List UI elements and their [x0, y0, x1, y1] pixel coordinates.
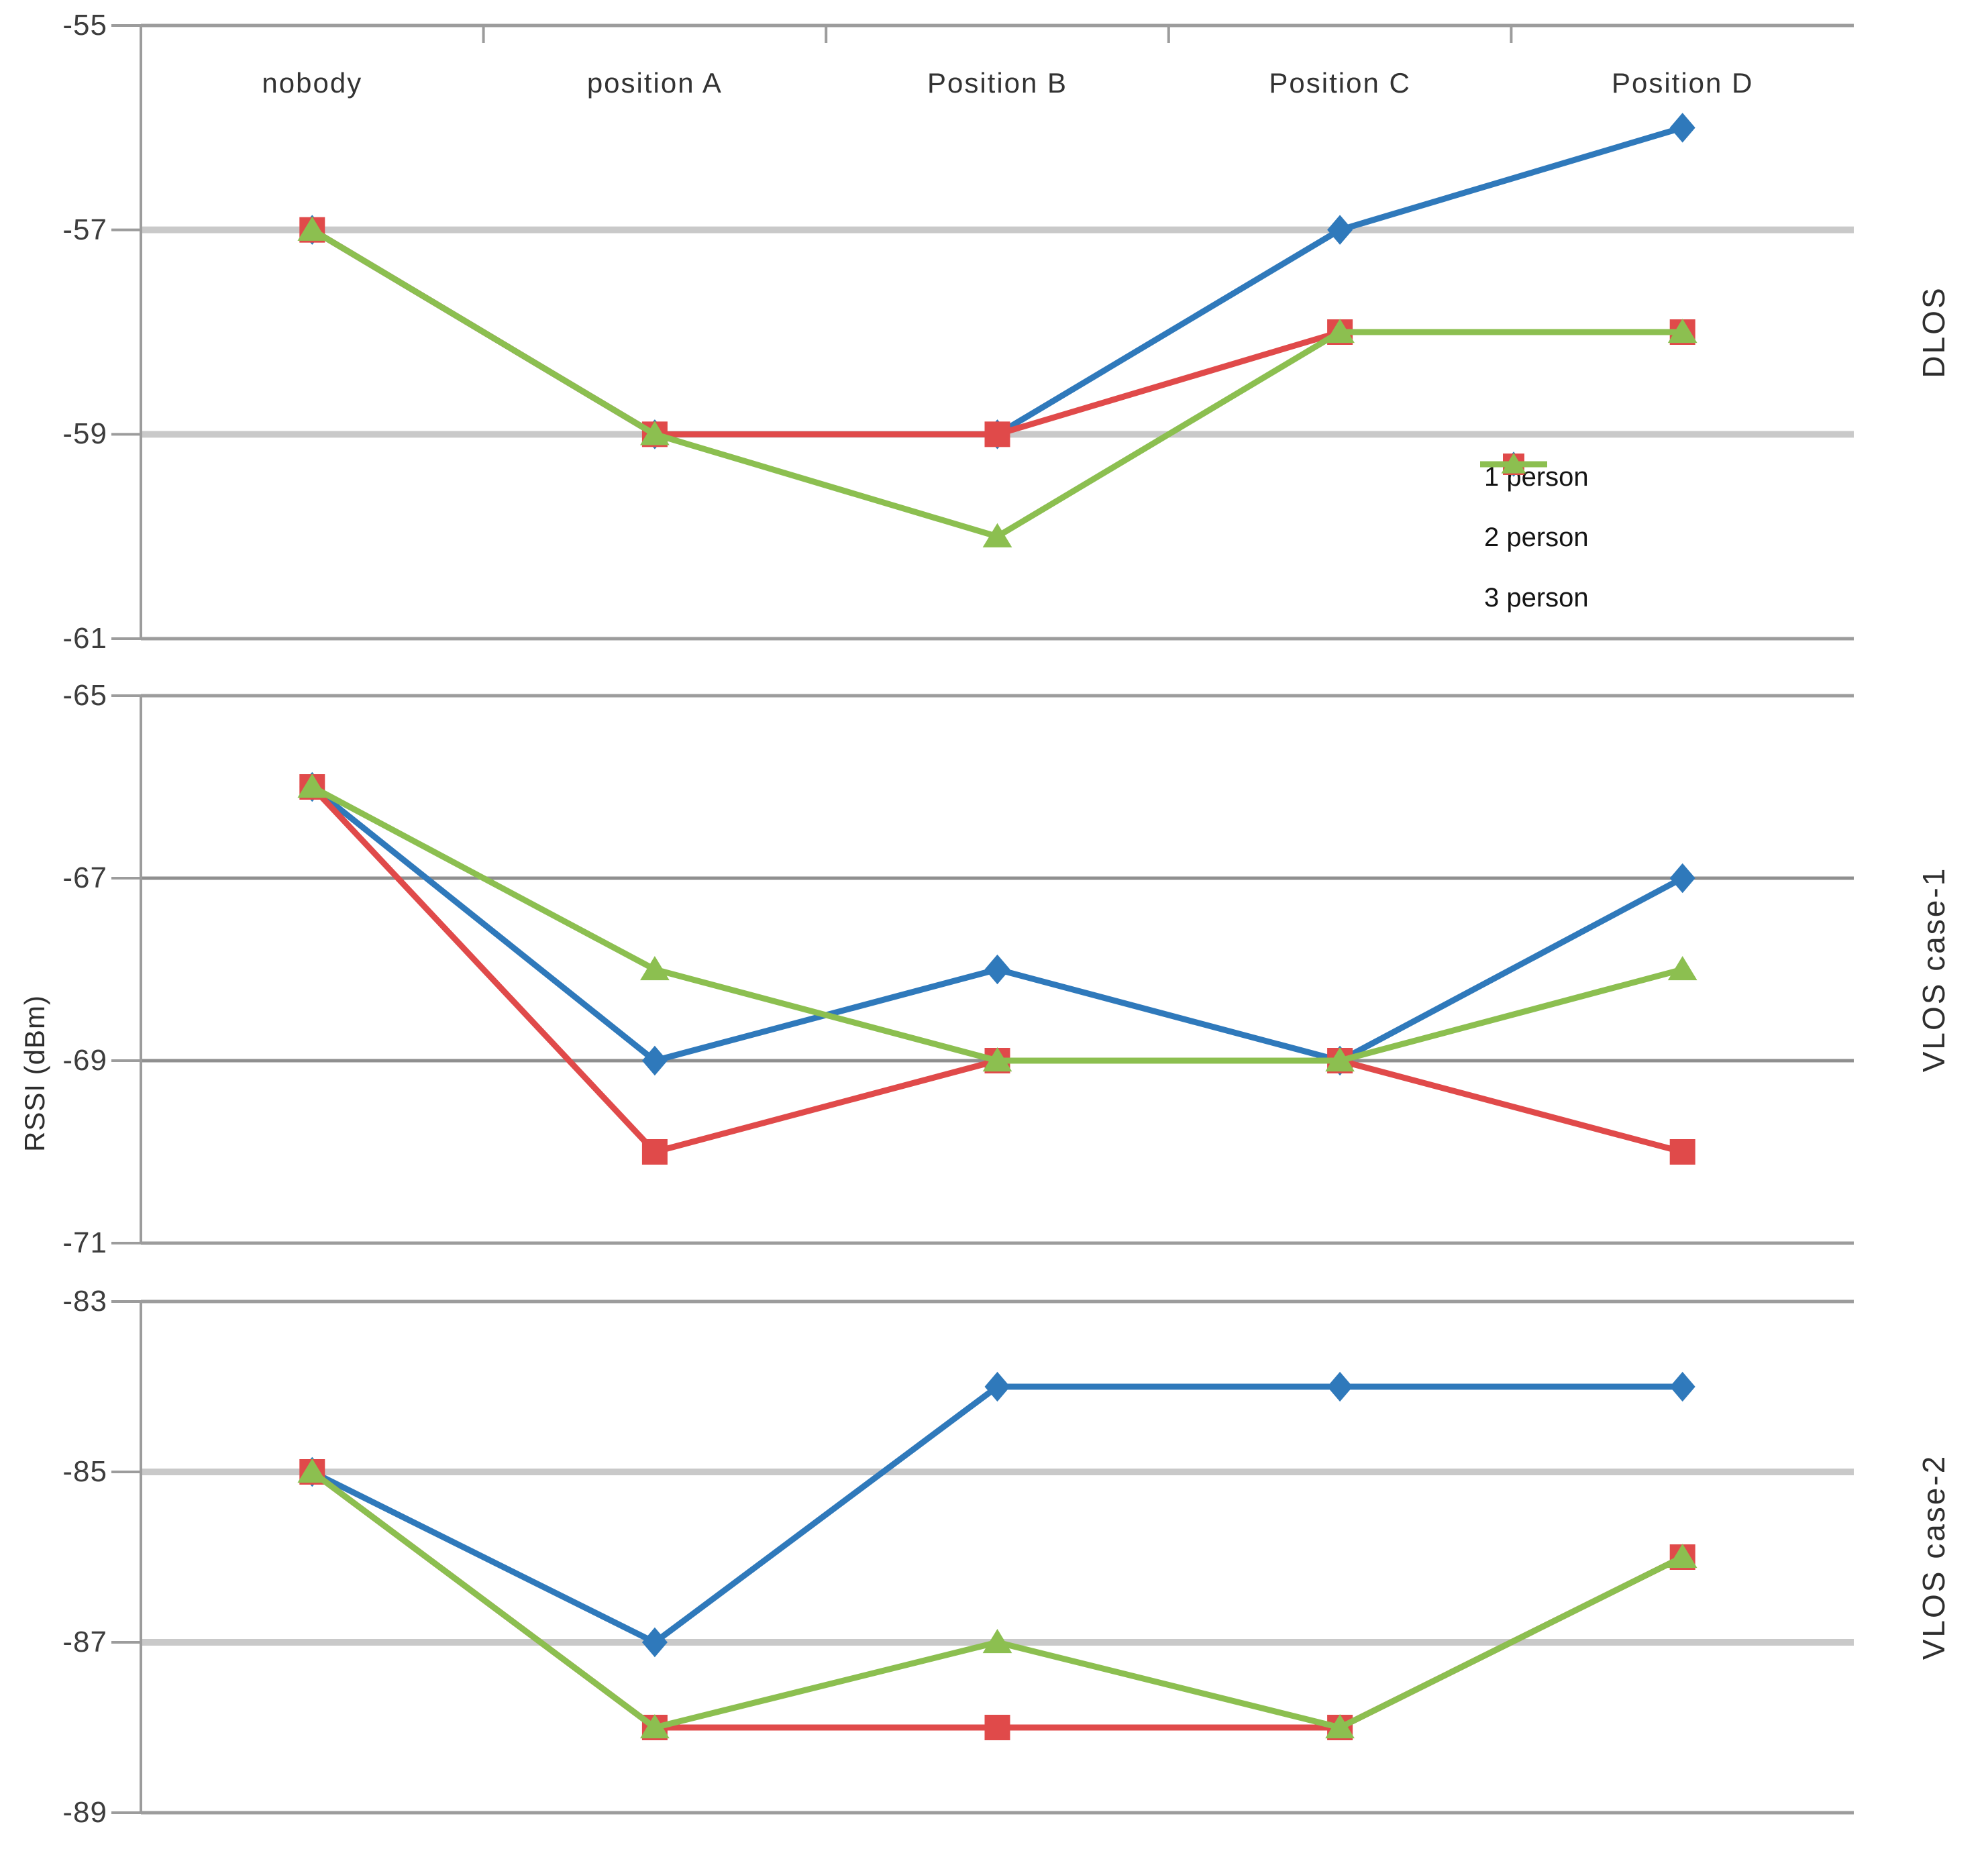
- chart-title-dlos: DLOS: [1916, 286, 1951, 378]
- series-2-person: [299, 1459, 1695, 1740]
- category-label: nobody: [262, 67, 363, 99]
- legend-item: 3 person: [1480, 453, 1589, 628]
- legend-item: 2 person: [1480, 454, 1589, 568]
- triangle-marker: [640, 1714, 670, 1739]
- y-tick-label: -83: [62, 1285, 107, 1318]
- diamond-marker: [641, 1627, 668, 1658]
- triangle-marker: [982, 523, 1012, 547]
- triangle-marker: [1501, 453, 1526, 474]
- triangle-marker: [297, 1458, 327, 1483]
- series-1-person: [299, 113, 1695, 449]
- y-tick-label: -87: [62, 1626, 107, 1658]
- category-label: Position B: [927, 67, 1068, 99]
- series-1-person: [299, 772, 1695, 1076]
- y-tick-label: -67: [62, 861, 107, 894]
- triangle-marker: [297, 216, 327, 241]
- diamond-marker: [1669, 113, 1695, 143]
- triangle-legend-icon: [1480, 453, 1547, 474]
- triangle-marker: [1667, 319, 1697, 343]
- series-1-person: [299, 1371, 1695, 1658]
- triangle-marker: [1667, 956, 1697, 981]
- chart-title-vlos-case-2: VLOS case-2: [1916, 1454, 1951, 1660]
- category-label: Position C: [1269, 67, 1411, 99]
- triangle-marker: [1667, 1544, 1697, 1569]
- diamond-marker: [641, 1045, 668, 1076]
- series-line: [311, 784, 1683, 1064]
- triangle-marker: [1325, 1047, 1355, 1072]
- category-label: position A: [586, 67, 723, 99]
- legend: 1 person 2 person 3 person: [1480, 447, 1589, 628]
- y-tick-label: -71: [62, 1226, 107, 1259]
- triangle-marker: [640, 421, 670, 445]
- triangle-marker: [1325, 319, 1355, 343]
- y-axis-title: RSSI (dBm): [19, 994, 50, 1153]
- y-tick-label: -61: [62, 622, 107, 655]
- y-tick-label: -59: [62, 417, 107, 451]
- series-line: [310, 1469, 1684, 1731]
- series-line: [311, 1383, 1683, 1646]
- triangle-marker: [982, 1629, 1012, 1654]
- chart-vlos-case-2: [111, 1299, 1854, 1815]
- diamond-marker: [1327, 215, 1353, 245]
- diamond-marker: [1669, 863, 1695, 894]
- diamond-marker: [984, 954, 1010, 985]
- category-label: Position D: [1611, 67, 1754, 99]
- diamond-marker: [1327, 1371, 1353, 1402]
- triangle-marker: [640, 956, 670, 981]
- triangle-marker: [297, 774, 327, 798]
- triangle-marker: [982, 1047, 1012, 1072]
- y-tick-label: -65: [62, 679, 107, 712]
- series-3-person: [297, 1458, 1697, 1739]
- chart-vlos-case-1: [111, 694, 1854, 1245]
- series-3-person: [297, 774, 1697, 1072]
- y-tick-label: -57: [62, 213, 107, 246]
- series-line: [310, 784, 1684, 1064]
- y-tick-label: -89: [62, 1796, 107, 1829]
- chart-dlos: [111, 23, 1854, 641]
- square-marker: [984, 1715, 1010, 1740]
- series-line: [310, 125, 1683, 437]
- y-tick-label: -55: [62, 9, 107, 42]
- square-marker: [984, 421, 1010, 447]
- square-marker: [641, 1139, 668, 1165]
- legend-label: 3 person: [1484, 582, 1589, 613]
- y-tick-label: -69: [62, 1044, 107, 1077]
- square-marker: [1669, 1139, 1695, 1165]
- diamond-marker: [1669, 1371, 1695, 1402]
- series-3-person: [297, 216, 1697, 547]
- y-tick-label: -85: [62, 1455, 107, 1488]
- diamond-marker: [984, 1371, 1010, 1402]
- legend-label: 2 person: [1484, 522, 1589, 552]
- series-line: [310, 227, 1683, 540]
- series-line: [310, 1469, 1684, 1731]
- triangle-marker: [1325, 1714, 1355, 1739]
- chart-title-vlos-case-1: VLOS case-1: [1916, 866, 1951, 1073]
